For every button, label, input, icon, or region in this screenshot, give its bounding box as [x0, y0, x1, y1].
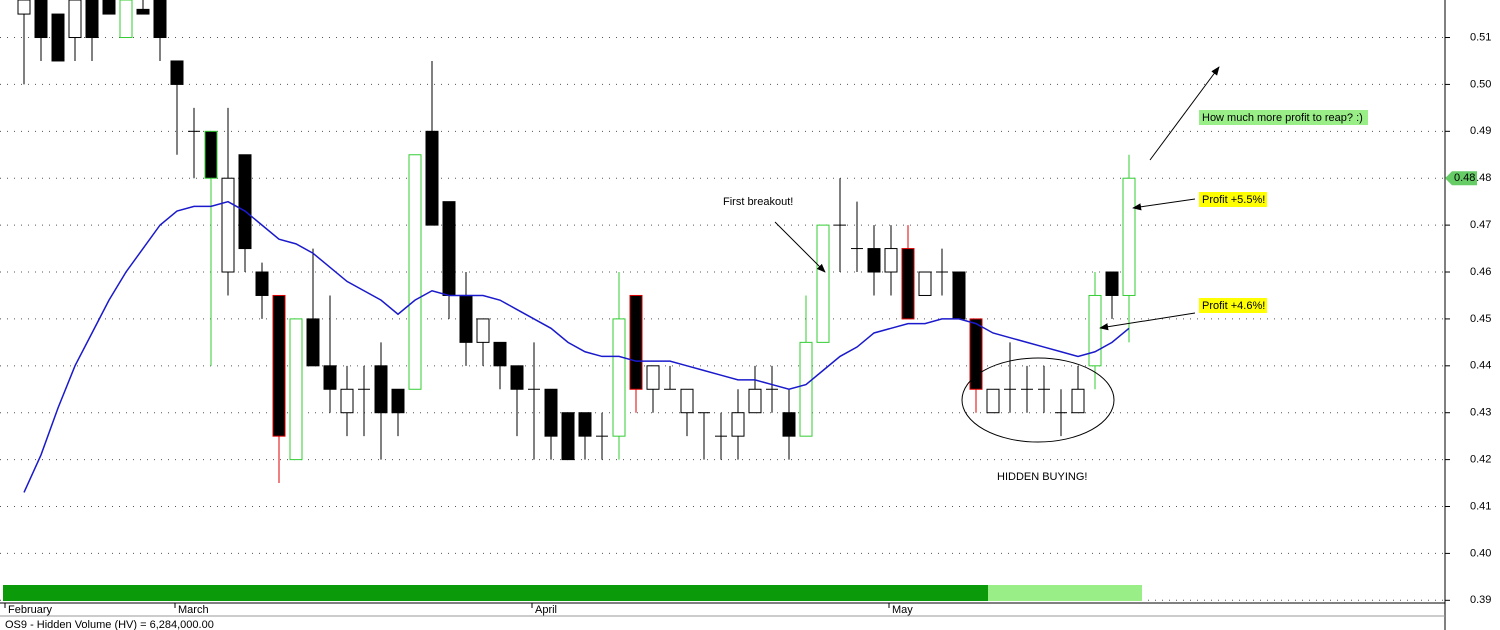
x-tick-label: March: [178, 604, 209, 616]
candle-body: [238, 154, 252, 250]
arrow: [1149, 66, 1220, 161]
candle-body: [85, 0, 99, 39]
candle-body: [510, 365, 524, 390]
candle-body: [986, 388, 1000, 414]
candles: [17, 0, 1136, 484]
candle-body: [918, 271, 932, 296]
annotation: Profit +4.6%!: [1202, 300, 1265, 312]
y-tick-label: 0.47: [1470, 219, 1491, 231]
last-price-label: 0.48: [1454, 172, 1475, 184]
moving-average: [23, 200, 1130, 493]
candle-body: [170, 60, 184, 85]
indicator-label: OS9 - Hidden Volume (HV) = 6,284,000.00: [5, 619, 214, 630]
candle-body: [442, 201, 456, 296]
candle-body: [748, 388, 762, 414]
candle-body: [578, 412, 592, 437]
volume-bar: [3, 585, 988, 601]
y-tick-label: 0.42: [1470, 454, 1491, 466]
y-tick-label: 0.39: [1470, 594, 1491, 606]
y-tick-label: 0.45: [1470, 313, 1491, 325]
annotation: First breakout!: [723, 196, 793, 208]
y-tick-label: 0.44: [1470, 360, 1491, 372]
candle-body: [34, 0, 48, 39]
candle-body: [119, 0, 133, 39]
annotation: How much more profit to reap? :): [1202, 112, 1363, 124]
y-tick-label: 0.49: [1470, 125, 1491, 137]
candle-body: [153, 0, 167, 39]
grid: [0, 37, 1445, 601]
y-tick-label: 0.41: [1470, 500, 1491, 512]
candle-body: [323, 365, 337, 390]
candle-body: [612, 318, 626, 437]
arrow: [774, 221, 826, 273]
candle-body: [884, 248, 898, 273]
candle-body: [1088, 294, 1102, 367]
candle-body: [272, 294, 286, 437]
candle-body: [136, 8, 150, 15]
annotation: Profit +5.5%!: [1202, 194, 1265, 206]
candle-body: [646, 365, 660, 390]
candle-body: [969, 318, 983, 390]
candle-body: [1071, 388, 1085, 414]
candle-body: [102, 0, 116, 15]
candle-body: [221, 177, 235, 273]
candle-body: [459, 294, 473, 343]
candle-body: [68, 0, 82, 39]
ellipse: [961, 357, 1115, 443]
candle-body: [544, 388, 558, 437]
annotation-box: [1199, 110, 1368, 125]
candle-body: [17, 0, 31, 15]
arrow: [1099, 312, 1196, 331]
y-tick-label: 0.40: [1470, 547, 1491, 559]
candle-body: [782, 412, 796, 437]
y-tick-label: 0.43: [1470, 407, 1491, 419]
candle-body: [680, 388, 694, 414]
candle-body: [204, 130, 218, 179]
candle-body: [408, 154, 422, 390]
annotation-box: [1199, 192, 1267, 207]
candle-body: [493, 341, 507, 367]
candle-body: [255, 271, 269, 296]
candle-body: [629, 294, 643, 390]
candle-body: [731, 412, 745, 437]
annotation-box: [1199, 298, 1267, 313]
y-tick-label: 0.50: [1470, 78, 1491, 90]
candle-body: [901, 248, 915, 320]
candle-body: [289, 318, 303, 461]
candle-body: [391, 388, 405, 414]
y-tick-label: 0.51: [1470, 31, 1491, 43]
candle-body: [1105, 271, 1119, 296]
candle-body: [867, 248, 881, 273]
candle-body: [952, 271, 966, 320]
annotation: HIDDEN BUYING!: [997, 471, 1087, 483]
x-tick-label: May: [892, 604, 913, 616]
candle-body: [374, 365, 388, 414]
candle-body: [340, 388, 354, 414]
x-tick-label: February: [8, 604, 53, 616]
candle-body: [306, 318, 320, 367]
candle-body: [51, 13, 65, 62]
candle-body: [476, 318, 490, 343]
y-tick-label: 0.46: [1470, 266, 1491, 278]
last-price-box: [1445, 171, 1477, 186]
candle-body: [799, 341, 813, 437]
candle-body: [561, 412, 575, 461]
volume-bar-light: [988, 585, 1142, 601]
arrow: [1132, 198, 1196, 211]
candle-body: [425, 130, 439, 226]
x-tick-label: April: [535, 604, 557, 616]
candle-body: [1122, 177, 1136, 296]
candle-body: [816, 224, 830, 343]
